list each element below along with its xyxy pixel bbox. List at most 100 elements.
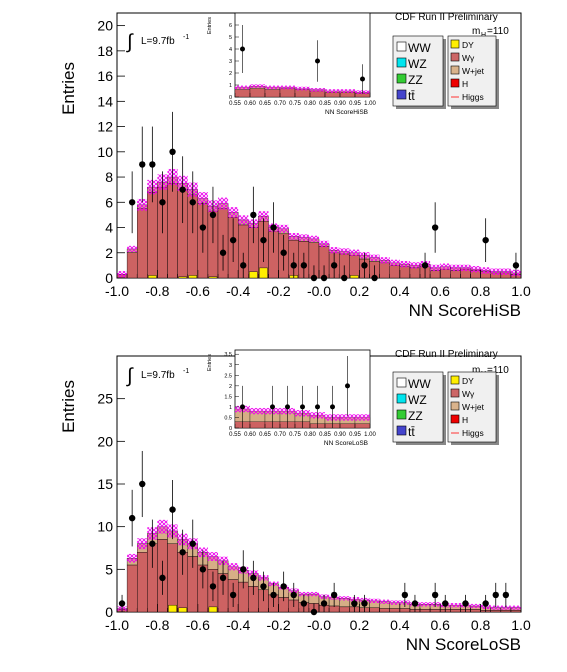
- data-point: [300, 600, 308, 607]
- inset-y-tick-label: 6: [229, 23, 232, 29]
- inset-x-tick-label: 0.75: [289, 432, 301, 438]
- inset-x-tick-label: 0.90: [334, 101, 346, 107]
- data-point: [502, 591, 510, 599]
- data-point: [199, 566, 207, 573]
- inset-y-tick-label: 3.5: [224, 352, 232, 358]
- inset-y-tick-label: 0: [229, 95, 232, 101]
- inset-x-tick-label: 1.00: [364, 101, 376, 107]
- data-point: [189, 540, 196, 547]
- uncertainty-band: [319, 240, 330, 248]
- inset-y-tick-label: 1: [229, 83, 232, 89]
- y-tick-label: 10: [97, 519, 113, 535]
- inset-y-tick-label: 0.5: [224, 415, 232, 421]
- data-point: [159, 199, 166, 206]
- y-tick-label: 2: [105, 245, 113, 261]
- uncertainty-band: [308, 591, 319, 597]
- data-point: [139, 480, 146, 488]
- x-tick-label: -0.0: [307, 283, 331, 299]
- legend-label: Higgs: [462, 428, 484, 438]
- inset-bar-wgamma: [249, 421, 266, 429]
- inset-x-tick-label: 0.60: [244, 432, 256, 438]
- data-point: [300, 262, 308, 269]
- uncertainty-band: [490, 268, 501, 275]
- bar-wgamma: [136, 552, 148, 613]
- x-tick-label: -0.0: [307, 617, 331, 633]
- uncertainty-band: [490, 605, 501, 610]
- data-point: [260, 236, 267, 244]
- uncertainty-band: [298, 234, 309, 241]
- data-point: [240, 566, 247, 573]
- legend-swatch: [396, 89, 407, 100]
- inset-bar-wgamma: [249, 88, 266, 98]
- inset-x-tick-label: 0.90: [334, 432, 346, 438]
- data-point: [179, 549, 186, 556]
- legend-swatch: [396, 393, 407, 404]
- mass-value: =110: [487, 26, 509, 37]
- inset-y-tick-label: 1: [229, 405, 232, 411]
- y-axis-label: Entries: [59, 380, 78, 433]
- data-point: [270, 591, 277, 599]
- uncertainty-band: [278, 224, 289, 233]
- inset-data-point: [270, 404, 275, 410]
- x-tick-label: 0.6: [430, 617, 450, 633]
- uncertainty-band: [430, 264, 441, 272]
- bar-wgamma: [490, 610, 502, 613]
- lumi-exponent: -1: [183, 368, 189, 375]
- inset-y-tick-label: 5: [229, 35, 232, 41]
- legend-label: DY: [462, 376, 474, 386]
- legend-swatch: [396, 41, 407, 52]
- uncertainty-band: [460, 264, 471, 272]
- data-point: [290, 262, 297, 269]
- legend-swatch: [396, 57, 407, 68]
- mass-value: =110: [487, 365, 509, 376]
- x-tick-label: 0.6: [430, 283, 450, 299]
- inset-uncertainty: [235, 85, 250, 90]
- run-header: CDF Run II Preliminary: [395, 12, 498, 23]
- inset-uncertainty: [295, 86, 310, 91]
- y-tick-label: 10: [97, 144, 113, 160]
- legend-swatch: [450, 52, 460, 62]
- data-point: [209, 211, 217, 219]
- legend-swatch: [450, 375, 460, 385]
- x-tick-label: 0.8: [471, 283, 491, 299]
- data-point: [310, 608, 318, 616]
- data-point: [250, 574, 257, 582]
- uncertainty-band: [117, 271, 128, 278]
- uncertainty-band: [480, 267, 491, 274]
- uncertainty-band: [470, 603, 481, 609]
- inset-data-point: [285, 404, 290, 410]
- x-tick-label: -0.8: [145, 617, 169, 633]
- bar-wgamma: [450, 270, 461, 279]
- inset-y-tick-label: 3: [229, 59, 232, 65]
- y-tick-label: 20: [97, 433, 113, 449]
- x-tick-label: -0.2: [267, 617, 291, 633]
- inset-x-tick-label: 0.70: [274, 101, 286, 107]
- x-axis-label: NN ScoreLoSB: [406, 635, 521, 654]
- bar-dy: [168, 604, 177, 613]
- inset-data-point: [240, 404, 245, 410]
- mass-subscript: H: [481, 32, 486, 39]
- data-point: [482, 600, 489, 607]
- data-point: [219, 574, 227, 582]
- data-point: [371, 274, 378, 282]
- legend-label: WW: [408, 377, 431, 391]
- data-point: [159, 574, 166, 582]
- legend-swatch: [450, 39, 460, 49]
- legend-swatch: [450, 388, 460, 398]
- data-point: [512, 262, 520, 269]
- x-tick-label: -0.2: [267, 283, 291, 299]
- data-point: [492, 591, 499, 599]
- bar-dy: [188, 275, 197, 279]
- bar-wgamma: [339, 606, 350, 613]
- inset-bar-wgamma: [339, 92, 356, 98]
- legend-label: DY: [462, 40, 474, 50]
- inset-bar-wgamma: [234, 89, 251, 98]
- inset-x-tick-label: 0.65: [259, 432, 271, 438]
- data-point: [320, 274, 328, 282]
- bar-wgamma: [126, 564, 138, 613]
- inset-data-point: [300, 404, 305, 410]
- panel-1: -1.0 -0.8 -0.6 -0.4 -0.2 -0.0 0.2 0.4 0.6 0.8 1.00…: [59, 12, 531, 320]
- y-tick-label: 16: [97, 68, 113, 84]
- uncertainty-band: [137, 198, 148, 211]
